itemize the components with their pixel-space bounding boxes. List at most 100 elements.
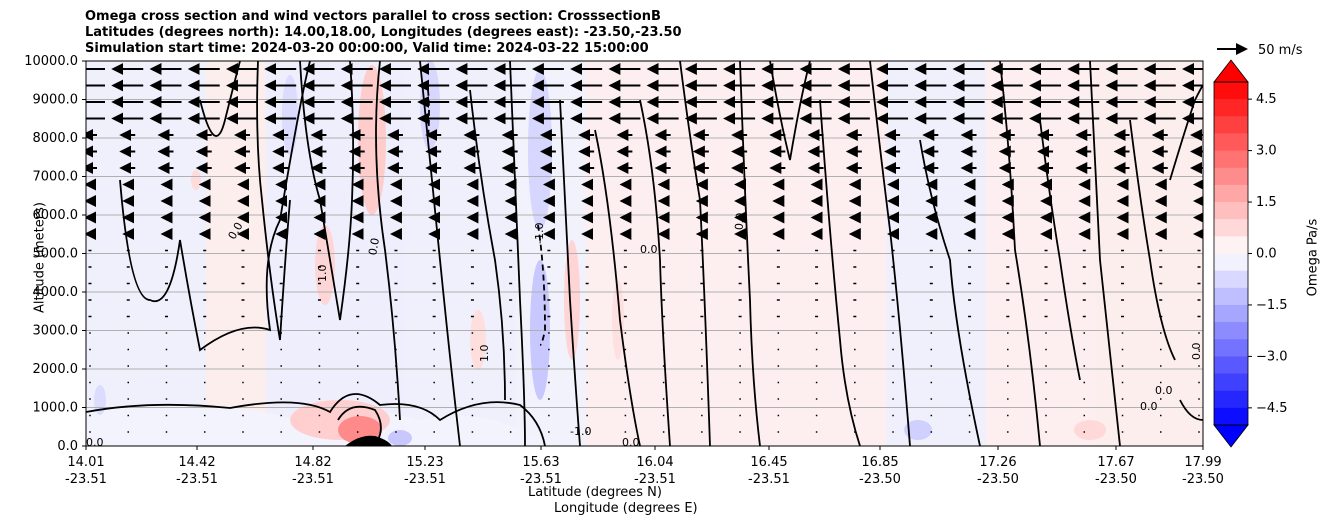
- x-tick-label-lat: 16.45: [750, 455, 787, 470]
- contour-label: 0.0: [640, 243, 658, 256]
- x-tick-label-lat: 14.01: [67, 455, 104, 470]
- x-tick-label-lon: -23.51: [748, 472, 790, 487]
- wind-vectors: [86, 63, 1203, 433]
- colorbar-segment: [1214, 253, 1248, 272]
- y-tick-label: 2000.0: [33, 362, 79, 377]
- colorbar: [1213, 59, 1249, 448]
- title-line-1: Omega cross section and wind vectors par…: [85, 9, 661, 24]
- colorbar-segment: [1214, 99, 1248, 117]
- contour-line: [1179, 399, 1203, 421]
- contour-line: [559, 99, 581, 446]
- contour-line: [337, 405, 382, 441]
- colorbar-extend-top: [1213, 59, 1249, 83]
- colorbar-segment: [1214, 322, 1248, 340]
- y-tick-label: 1000.0: [33, 401, 79, 416]
- x-tick-label-lon: -23.51: [292, 472, 334, 487]
- colorbar-segment: [1214, 356, 1248, 375]
- terrain: [345, 435, 392, 446]
- colorbar-ticks: 4.5 3.0 1.5 0.0 −1.5 −3.0 −4.5: [1248, 92, 1288, 416]
- title-line-2: Latitudes (degrees north): 14.00,18.00, …: [85, 25, 682, 40]
- x-tick-label-lon: -23.50: [1182, 472, 1224, 487]
- colorbar-segment: [1214, 184, 1248, 203]
- contour-label: 0.0: [1140, 400, 1158, 413]
- contour-line: [594, 129, 641, 446]
- y-tick-label: 10000.0: [24, 54, 78, 69]
- colorbar-segment: [1214, 219, 1248, 237]
- colorbar-tick-label: −3.0: [1256, 349, 1288, 364]
- contour-label: 1.0: [478, 345, 491, 363]
- x-tick-label-lon: -23.51: [404, 472, 446, 487]
- colorbar-segment: [1214, 287, 1248, 306]
- y-tick-label: 6000.0: [33, 208, 79, 223]
- contour-line: [256, 61, 291, 341]
- colorbar-segment: [1214, 150, 1248, 169]
- quiver-reference-label: 50 m/s: [1258, 43, 1303, 58]
- colorbar-tick-label: −1.5: [1256, 298, 1288, 313]
- x-tick-label-lon: -23.50: [859, 472, 901, 487]
- contour-label: 1.0: [316, 265, 329, 283]
- x-tick-label-lat: 16.04: [636, 455, 673, 470]
- x-tick-label-lat: 15.63: [522, 455, 559, 470]
- y-tick-label: 4000.0: [33, 285, 79, 300]
- y-tick-label: 9000.0: [33, 93, 79, 108]
- colorbar-segment: [1214, 339, 1248, 357]
- x-tick-label-lat: 17.67: [1097, 455, 1134, 470]
- x-tick-label-lat: 16.85: [861, 455, 898, 470]
- contour-label: -1.0: [570, 425, 591, 438]
- contour-label: 0.0: [1190, 343, 1203, 361]
- contour-line: [509, 61, 526, 446]
- x-tick-label-lon: -23.51: [520, 472, 562, 487]
- colorbar-segment: [1214, 373, 1248, 392]
- x-tick-label-lon: -23.51: [176, 472, 218, 487]
- contour-line: [1169, 84, 1203, 181]
- y-tick-label: 5000.0: [33, 247, 79, 262]
- x-tick-label-lat: 14.42: [178, 455, 215, 470]
- colorbar-segment: [1214, 167, 1248, 186]
- colorbar-segment: [1214, 82, 1248, 100]
- colorbar-tick-label: 1.5: [1256, 195, 1277, 210]
- x-tick-label-lon: -23.51: [65, 472, 107, 487]
- colorbar-label: Omega Pa/s: [1305, 218, 1320, 297]
- x-tick-label-lon: -23.50: [1095, 472, 1137, 487]
- y-axis-label: Altitude (meters): [32, 202, 48, 313]
- x-tick-label-lat: 15.23: [406, 455, 443, 470]
- colorbar-segment: [1214, 304, 1248, 323]
- colorbar-segment: [1214, 133, 1248, 152]
- y-tick-label: 7000.0: [33, 170, 79, 185]
- contour-line: [1129, 119, 1176, 361]
- colorbar-segment: [1214, 407, 1248, 426]
- y-tick-label: 8000.0: [33, 131, 79, 146]
- contour-line: [1089, 61, 1121, 446]
- y-tick-label: 3000.0: [33, 324, 79, 339]
- colorbar-segment: [1214, 390, 1248, 409]
- x-tick-label-lat: 17.26: [979, 455, 1016, 470]
- colorbar-tick-label: −4.5: [1256, 401, 1288, 416]
- x-tick-label-lon: -23.51: [634, 472, 676, 487]
- contour-line: [537, 224, 546, 346]
- contour-line: [199, 61, 241, 137]
- x-axis: 14.01 -23.51 14.42 -23.51 14.82 -23.51 15.23 -2…: [65, 446, 1224, 487]
- y-tick-label: 0.0: [57, 439, 78, 454]
- x-tick-label-lon: -23.50: [977, 472, 1019, 487]
- contour-label: 0.0: [622, 436, 640, 449]
- colorbar-segment: [1214, 202, 1248, 220]
- colorbar-tick-label: 3.0: [1256, 144, 1277, 159]
- x-axis-label-lon: Longitude (degrees E): [554, 501, 698, 516]
- colorbar-tick-label: 0.0: [1256, 247, 1277, 262]
- colorbar-tick-label: 4.5: [1256, 92, 1277, 107]
- contour-line: [819, 99, 861, 446]
- y-axis: 0.0 1000.0 2000.0 3000.0 4000.0 5000.0 6000.0 7…: [24, 54, 86, 454]
- x-tick-label-lat: 17.99: [1184, 455, 1221, 470]
- contour-line: [639, 99, 671, 446]
- colorbar-extend-bottom: [1213, 424, 1249, 448]
- chart-title: Omega cross section and wind vectors par…: [85, 9, 682, 57]
- colorbar-segment: [1214, 270, 1248, 289]
- contour-line: [86, 393, 546, 446]
- title-line-3: Simulation start time: 2024-03-20 00:00:…: [85, 41, 649, 56]
- contour-label: -1.0: [533, 223, 546, 244]
- x-tick-label-lat: 14.82: [294, 455, 331, 470]
- x-axis-label-lat: Latitude (degrees N): [528, 485, 662, 500]
- contour-label: 0.0: [86, 436, 104, 449]
- colorbar-segment: [1214, 116, 1248, 134]
